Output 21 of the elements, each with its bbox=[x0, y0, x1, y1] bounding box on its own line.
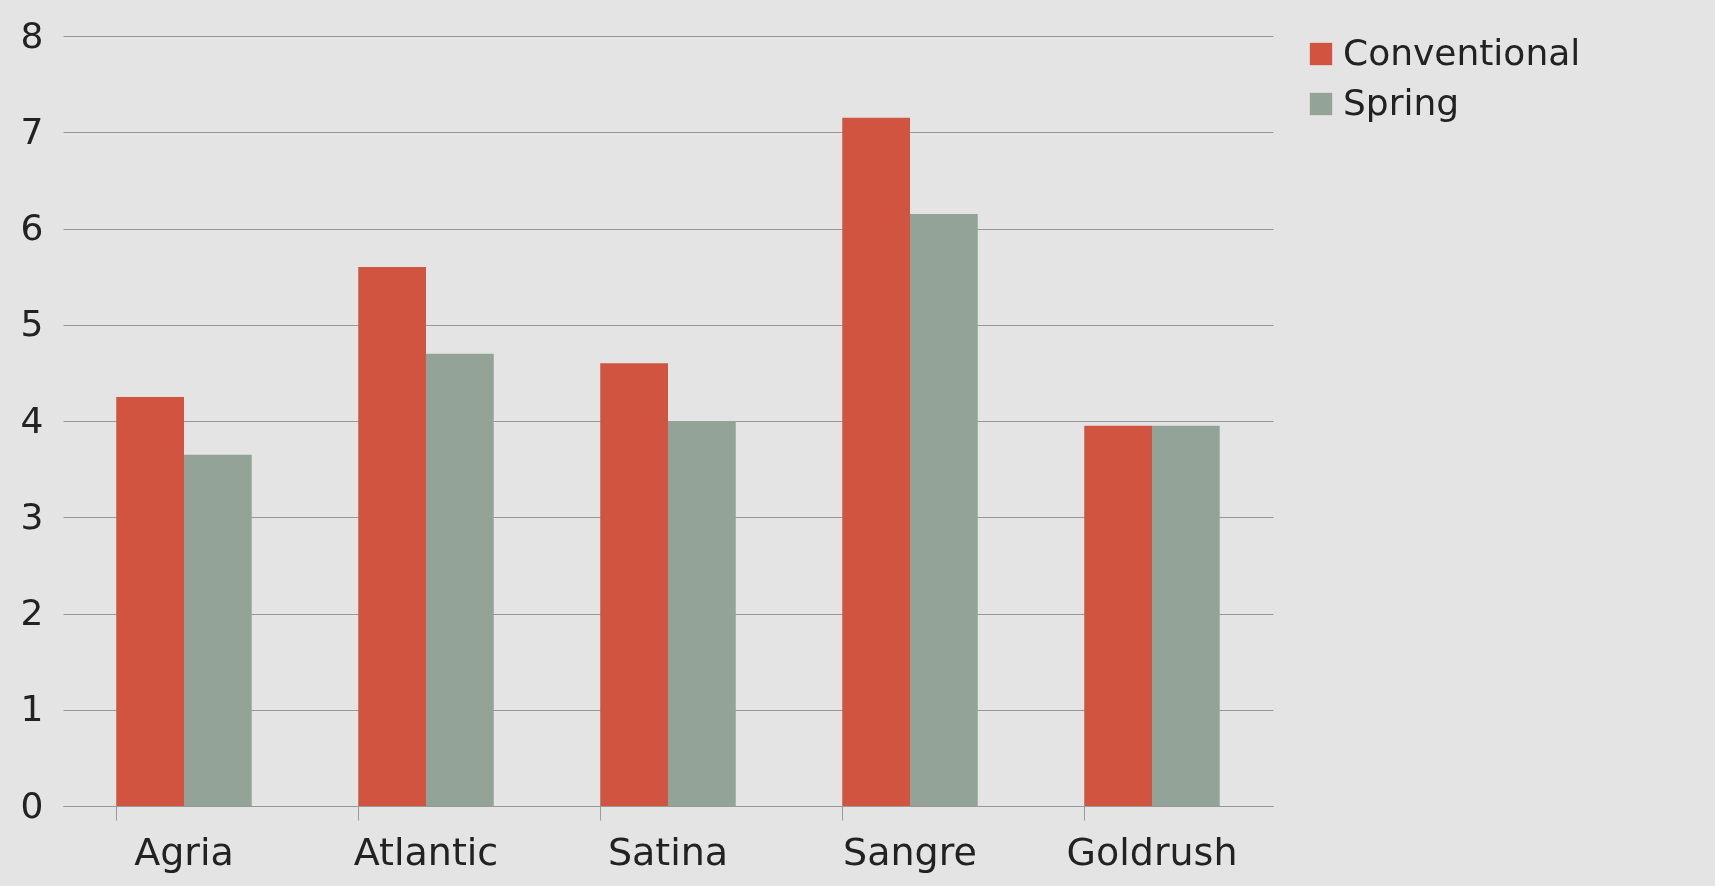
bar bbox=[600, 363, 668, 806]
x-tick-label: Agria bbox=[134, 829, 234, 874]
bar bbox=[842, 117, 910, 806]
y-tick-label: 7 bbox=[20, 110, 44, 152]
x-tick-label: Atlantic bbox=[353, 829, 499, 874]
y-tick-label: 0 bbox=[20, 784, 44, 826]
legend-label: Conventional bbox=[1343, 32, 1581, 73]
bar bbox=[358, 267, 426, 806]
bar bbox=[116, 396, 184, 806]
legend-label: Spring bbox=[1343, 82, 1460, 123]
bar bbox=[1084, 425, 1152, 806]
x-tick-label: Satina bbox=[607, 829, 729, 874]
y-tick-label: 1 bbox=[20, 688, 44, 730]
x-tick-label: Goldrush bbox=[1066, 829, 1238, 874]
y-tick-label: 8 bbox=[20, 14, 44, 56]
y-tick-label: 2 bbox=[20, 592, 44, 633]
y-tick-label: 5 bbox=[20, 303, 44, 345]
y-tick-label: 4 bbox=[20, 399, 44, 441]
y-tick-label: 6 bbox=[20, 207, 44, 248]
y-tick-label: 3 bbox=[20, 495, 44, 537]
x-tick-label: Sangre bbox=[843, 829, 977, 874]
